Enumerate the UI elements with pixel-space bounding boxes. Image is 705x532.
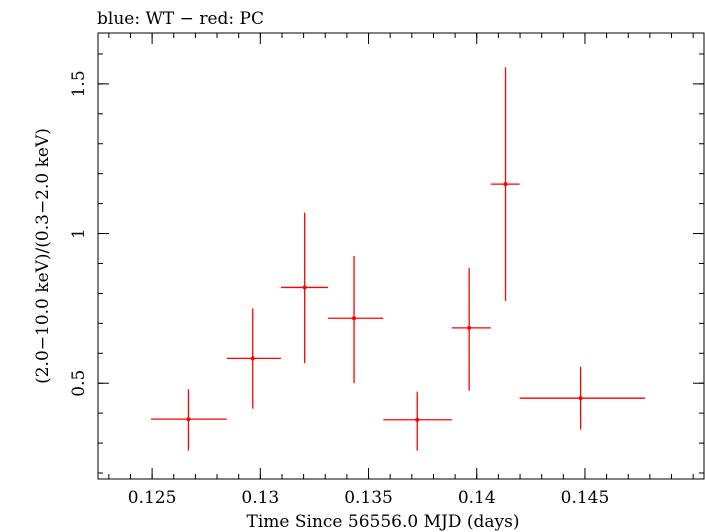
- x-tick-label: 0.14: [458, 488, 496, 508]
- y-tick-label: 1.5: [69, 70, 89, 97]
- point-marker: [415, 417, 420, 422]
- data-point: [490, 67, 520, 301]
- y-tick-label: 1: [69, 228, 89, 239]
- x-tick-label: 0.145: [561, 488, 610, 508]
- data-point: [328, 256, 384, 384]
- x-tick-label: 0.135: [344, 488, 393, 508]
- y-axis: 0.5 1 1.5: [69, 53, 704, 474]
- point-marker: [250, 356, 255, 361]
- data-point: [383, 391, 452, 451]
- x-tick-label: 0.13: [241, 488, 279, 508]
- y-axis-label: (2.0−10.0 keV)/(0.3−2.0 keV): [33, 128, 53, 384]
- data-point: [226, 308, 281, 409]
- data-point: [519, 366, 646, 430]
- chart-title: blue: WT − red: PC: [97, 9, 264, 29]
- point-marker: [578, 396, 583, 401]
- point-marker: [467, 325, 472, 330]
- point-marker: [503, 182, 508, 187]
- point-marker: [352, 316, 357, 321]
- x-tick-label: 0.125: [128, 488, 177, 508]
- point-marker: [186, 417, 191, 422]
- y-tick-label: 0.5: [69, 370, 89, 397]
- plot-frame: [97, 32, 705, 480]
- data-point: [280, 212, 329, 364]
- point-marker: [302, 285, 307, 290]
- x-axis-label: Time Since 56556.0 MJD (days): [247, 512, 520, 532]
- data-point: [151, 389, 227, 451]
- data-series-pc: [151, 67, 646, 451]
- data-point: [451, 267, 491, 391]
- x-axis: 0.125 0.13 0.135 0.14 0.145: [108, 33, 694, 508]
